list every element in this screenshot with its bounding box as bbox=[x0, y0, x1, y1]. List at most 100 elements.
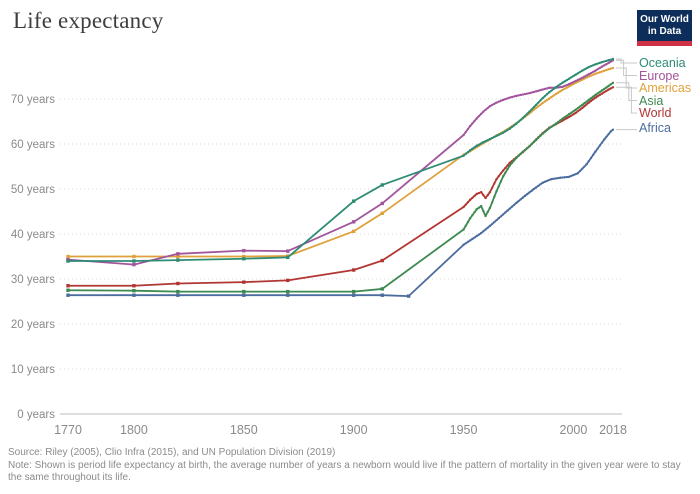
series-dot-world bbox=[493, 182, 496, 185]
series-dot-europe bbox=[534, 90, 538, 93]
y-axis-label-0: 0 years bbox=[17, 409, 55, 421]
series-dot-europe bbox=[576, 78, 579, 82]
series-dot-asia bbox=[517, 154, 520, 157]
series-dot-americas bbox=[585, 76, 588, 79]
series-dot-oceania bbox=[490, 136, 494, 140]
series-dot-oceania bbox=[530, 108, 533, 111]
series-dot-africa bbox=[600, 141, 604, 144]
series-dot-europe bbox=[512, 95, 516, 98]
series-marker-asia bbox=[132, 289, 136, 293]
legend-label-world[interactable]: World bbox=[639, 106, 672, 120]
series-dot-europe bbox=[578, 77, 582, 81]
series-dot-europe bbox=[589, 71, 593, 75]
series-dot-europe bbox=[598, 66, 601, 70]
series-dot-world bbox=[578, 108, 582, 111]
series-marker-world bbox=[286, 278, 290, 283]
series-dot-asia bbox=[512, 159, 516, 162]
series-dot-americas bbox=[592, 73, 595, 76]
legend-label-americas[interactable]: Americas bbox=[639, 81, 692, 95]
series-dot-europe bbox=[497, 100, 500, 103]
series-dot-world bbox=[585, 103, 588, 106]
series-marker-oceania bbox=[286, 255, 290, 260]
series-dot-oceania bbox=[603, 60, 606, 63]
series-dot-world bbox=[581, 106, 584, 110]
series-dot-oceania bbox=[462, 154, 465, 157]
series-dot-asia bbox=[537, 136, 540, 139]
series-dot-europe bbox=[464, 130, 467, 134]
series-dot-europe bbox=[521, 93, 525, 96]
series-dot-asia bbox=[585, 100, 588, 103]
series-dot-africa bbox=[534, 186, 538, 189]
series-dot-oceania bbox=[545, 93, 549, 96]
series-marker-world bbox=[242, 280, 246, 284]
series-dot-africa bbox=[594, 150, 597, 153]
series-line-oceania[interactable] bbox=[68, 58, 614, 262]
series-dot-americas bbox=[609, 67, 612, 70]
series-marker-americas bbox=[132, 254, 136, 259]
series-dot-africa bbox=[462, 243, 465, 246]
x-axis-label-1850: 1850 bbox=[230, 423, 258, 437]
series-dot-asia bbox=[515, 156, 518, 160]
series-dot-world bbox=[488, 191, 492, 194]
series-dot-oceania bbox=[541, 96, 544, 100]
series-dot-americas bbox=[603, 69, 606, 72]
series-dot-africa bbox=[563, 176, 566, 179]
series-marker-americas bbox=[351, 229, 356, 233]
series-dot-asia bbox=[493, 195, 496, 198]
series-dot-europe bbox=[473, 119, 476, 123]
series-dot-oceania bbox=[469, 149, 472, 152]
series-dot-africa bbox=[543, 180, 547, 183]
series-dot-africa bbox=[469, 239, 472, 242]
series-dot-europe bbox=[523, 92, 527, 96]
series-dot-world bbox=[596, 95, 599, 98]
series-dot-world bbox=[594, 96, 597, 99]
series-dot-africa bbox=[541, 181, 544, 184]
series-dot-africa bbox=[508, 207, 511, 210]
series-dot-americas bbox=[561, 88, 564, 92]
series-dot-oceania bbox=[561, 81, 564, 84]
series-dot-asia bbox=[578, 105, 582, 108]
series-dot-africa bbox=[611, 128, 615, 131]
series-dot-africa bbox=[482, 230, 485, 233]
x-axis-label-1800: 1800 bbox=[120, 423, 148, 437]
legend-label-europe[interactable]: Europe bbox=[639, 68, 680, 83]
series-dot-oceania bbox=[559, 83, 562, 86]
legend-label-africa[interactable]: Africa bbox=[639, 121, 671, 135]
series-dot-oceania bbox=[607, 59, 610, 62]
series-dot-oceania bbox=[548, 91, 551, 94]
series-dot-oceania bbox=[563, 80, 566, 83]
series-dot-asia bbox=[539, 134, 542, 137]
series-dot-europe bbox=[493, 102, 496, 105]
series-dot-americas bbox=[570, 84, 573, 87]
series-dot-oceania bbox=[592, 64, 595, 67]
legend-label-asia[interactable]: Asia bbox=[639, 93, 664, 108]
y-axis-label-50: 50 years bbox=[11, 184, 55, 196]
series-dot-europe bbox=[603, 64, 606, 67]
series-dot-africa bbox=[574, 173, 577, 176]
series-line-asia[interactable] bbox=[67, 82, 614, 293]
series-dot-europe bbox=[570, 81, 573, 85]
series-marker-oceania bbox=[380, 183, 384, 187]
series-marker-africa bbox=[66, 293, 70, 297]
series-dot-africa bbox=[539, 183, 542, 186]
legend-label-oceania[interactable]: Oceania bbox=[639, 56, 686, 70]
series-dot-world bbox=[482, 193, 485, 197]
series-dot-oceania bbox=[543, 95, 547, 98]
series-dot-europe bbox=[519, 93, 522, 97]
series-dot-americas bbox=[556, 91, 560, 94]
series-dot-world bbox=[504, 166, 507, 170]
series-dot-africa bbox=[479, 231, 483, 235]
series-dot-americas bbox=[539, 103, 542, 106]
series-dot-europe bbox=[565, 83, 569, 87]
series-marker-africa bbox=[132, 293, 136, 297]
series-dot-asia bbox=[598, 90, 601, 94]
series-dot-europe bbox=[539, 89, 542, 92]
series-dot-europe bbox=[466, 127, 470, 131]
series-dot-europe bbox=[515, 94, 518, 97]
series-dot-europe bbox=[605, 63, 608, 66]
owid-logo[interactable]: Our World in Data bbox=[637, 10, 692, 46]
series-dot-asia bbox=[563, 116, 566, 119]
series-dot-world bbox=[486, 193, 489, 197]
series-dot-oceania bbox=[482, 141, 485, 144]
series-dot-asia bbox=[528, 145, 531, 148]
